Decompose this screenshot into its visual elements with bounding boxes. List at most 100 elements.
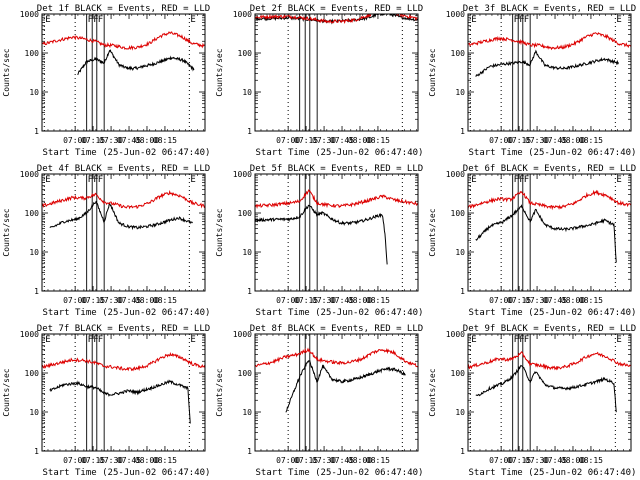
panel-title: Det 5f BLACK = Events, RED = LLD	[250, 164, 423, 174]
event-marker-label: F	[514, 175, 519, 185]
event-marker-label: F	[519, 175, 524, 185]
plot-frame	[254, 13, 419, 132]
x-tick-label: 08:00	[348, 296, 372, 305]
y-tick-label: 100	[238, 369, 253, 378]
event-marker-label: E	[190, 335, 195, 345]
x-tick-label: 07:45	[330, 456, 354, 465]
x-axis-label: Start Time (25-Jun-02 06:47:40)	[43, 468, 211, 478]
plot-frame	[41, 333, 206, 452]
x-tick-label: 08:00	[135, 456, 159, 465]
x-tick-label: 08:15	[579, 296, 603, 305]
event-marker-label: F	[514, 335, 519, 345]
event-marker-label: E	[471, 335, 476, 345]
x-tick-label: 07:30	[525, 296, 549, 305]
y-tick-label: 1	[460, 447, 465, 456]
y-tick-label: 1	[34, 127, 39, 136]
x-tick-label: 08:00	[561, 456, 585, 465]
panel-det-9f: Det 9f BLACK = Events, RED = LLD Counts/s…	[428, 324, 636, 478]
x-tick-label: 07:00	[276, 136, 300, 145]
y-tick-label: 1000	[20, 170, 39, 179]
y-tick-label: 1	[247, 127, 252, 136]
x-tick-label: 08:00	[561, 296, 585, 305]
event-marker-label: F	[98, 335, 103, 345]
x-tick-label: 07:45	[543, 456, 567, 465]
x-tick-label: 07:00	[276, 456, 300, 465]
panel-title: Det 1f BLACK = Events, RED = LLD	[37, 4, 210, 14]
x-tick-label: 07:00	[489, 456, 513, 465]
x-tick-label: 07:45	[117, 456, 141, 465]
event-marker-label: F	[93, 335, 98, 345]
y-tick-label: 100	[238, 209, 253, 218]
event-marker-label: F	[524, 175, 529, 185]
x-tick-label: 07:45	[117, 136, 141, 145]
series-line-lld	[42, 31, 205, 51]
y-tick-label: 1000	[233, 10, 252, 19]
y-tick-label: 100	[451, 49, 466, 58]
x-tick-label: 07:15	[507, 456, 531, 465]
plot-frame	[254, 333, 419, 452]
x-tick-label: 07:45	[330, 296, 354, 305]
y-tick-label: 1000	[446, 330, 465, 339]
event-marker-label: E	[45, 335, 50, 345]
plot-area	[255, 334, 418, 451]
event-marker-label: E	[616, 15, 621, 25]
x-tick-label: 07:30	[99, 136, 123, 145]
plot-area: F F F E E	[468, 174, 631, 291]
plot-frame	[254, 173, 419, 292]
y-tick-label: 10	[242, 88, 252, 97]
y-tick-label: 10	[29, 408, 39, 417]
x-tick-label: 07:00	[489, 136, 513, 145]
x-tick-label: 08:15	[366, 136, 390, 145]
x-tick-label: 07:00	[63, 296, 87, 305]
event-marker-label: F	[524, 335, 529, 345]
y-tick-label: 100	[25, 49, 40, 58]
y-tick-label: 10	[29, 248, 39, 257]
y-tick-label: 1000	[446, 170, 465, 179]
series-line-events	[285, 359, 406, 413]
x-tick-label: 07:15	[507, 136, 531, 145]
y-axis-label: Counts/sec	[215, 208, 224, 256]
y-axis-label: Counts/sec	[2, 208, 11, 256]
y-tick-label: 1000	[20, 330, 39, 339]
event-marker-label: F	[514, 15, 519, 25]
x-tick-label: 08:15	[153, 296, 177, 305]
panel-title: Det 3f BLACK = Events, RED = LLD	[463, 4, 636, 14]
x-tick-label: 07:45	[117, 296, 141, 305]
series-line-events	[49, 200, 193, 231]
y-axis-label: Counts/sec	[428, 368, 437, 416]
series-line-events	[77, 49, 195, 76]
event-marker-label: F	[98, 175, 103, 185]
y-axis-label: Counts/sec	[428, 208, 437, 256]
x-tick-label: 08:00	[561, 136, 585, 145]
x-tick-label: 07:15	[81, 456, 105, 465]
y-tick-label: 100	[25, 369, 40, 378]
y-tick-label: 100	[451, 369, 466, 378]
event-marker-label: F	[93, 15, 98, 25]
y-tick-label: 100	[25, 209, 40, 218]
series-line-lld	[255, 347, 418, 368]
panel-title: Det 7f BLACK = Events, RED = LLD	[37, 324, 210, 334]
x-tick-label: 07:30	[312, 136, 336, 145]
x-axis-label: Start Time (25-Jun-02 06:47:40)	[256, 308, 424, 318]
x-axis-label: Start Time (25-Jun-02 06:47:40)	[469, 308, 637, 318]
event-marker-label: F	[88, 175, 93, 185]
series-line-lld	[255, 189, 418, 209]
y-tick-label: 1	[247, 447, 252, 456]
panel-title: Det 9f BLACK = Events, RED = LLD	[463, 324, 636, 334]
y-tick-label: 10	[29, 88, 39, 97]
plot-area: F F F E E	[468, 14, 631, 131]
x-tick-label: 08:00	[135, 136, 159, 145]
y-tick-label: 1000	[20, 10, 39, 19]
y-tick-label: 1	[34, 447, 39, 456]
y-tick-label: 1	[34, 287, 39, 296]
y-tick-label: 10	[455, 88, 465, 97]
series-line-events	[475, 204, 617, 263]
plot-area: F F F E E	[42, 174, 205, 291]
x-axis-label: Start Time (25-Jun-02 06:47:40)	[469, 468, 637, 478]
y-axis-label: Counts/sec	[2, 368, 11, 416]
x-tick-label: 08:00	[348, 136, 372, 145]
event-marker-label: E	[471, 15, 476, 25]
panel-title: Det 4f BLACK = Events, RED = LLD	[37, 164, 210, 174]
panel-det-1f: Det 1f BLACK = Events, RED = LLD Counts/s…	[2, 4, 210, 158]
plot-area	[255, 174, 418, 291]
